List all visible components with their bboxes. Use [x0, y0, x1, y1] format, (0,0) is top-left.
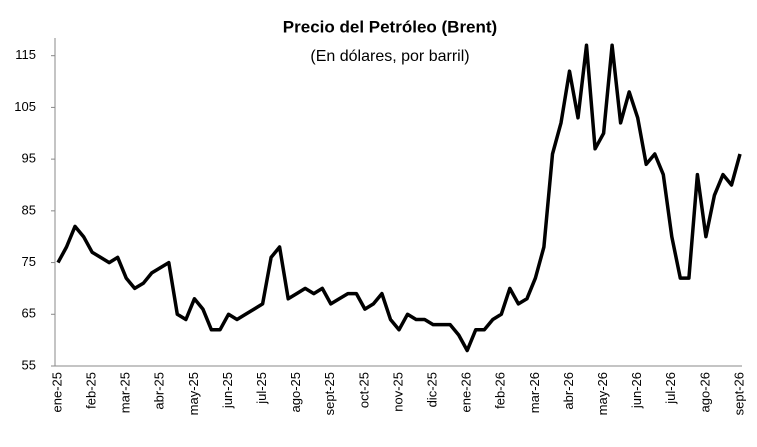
x-tick-label: may-26 [595, 372, 610, 415]
x-tick-label: ene-25 [49, 372, 64, 412]
x-tick-label: jul-26 [663, 372, 678, 405]
x-tick-label: mar-25 [118, 372, 133, 413]
x-tick-label: ago-25 [288, 372, 303, 412]
y-tick-label: 55 [22, 357, 36, 372]
x-tick-label: ene-26 [459, 372, 474, 412]
y-tick-label: 85 [22, 202, 36, 217]
x-tick-label: mar-26 [527, 372, 542, 413]
y-tick-label: 115 [15, 47, 36, 62]
x-tick-label: sept-25 [322, 372, 337, 415]
x-tick-label: nov-25 [390, 372, 405, 412]
line [56, 43, 742, 353]
x-tick-label: sept-26 [731, 372, 746, 415]
y-tick-label: 95 [22, 151, 36, 166]
chart-subtitle: (En dólares, por barril) [310, 48, 469, 65]
x-tick-label: ago-26 [697, 372, 712, 412]
y-tick-label: 105 [14, 99, 36, 114]
x-tick-label: oct-25 [356, 372, 371, 408]
x-tick-label: dic-25 [425, 372, 440, 407]
x-tick-label: feb-26 [493, 372, 508, 409]
x-tick-label: feb-25 [84, 372, 99, 409]
y-tick-label: 75 [22, 254, 36, 269]
chart-title: Precio del Petróleo (Brent) [283, 17, 497, 36]
x-tick-label: jul-25 [254, 372, 269, 405]
x-tick-label: may-25 [186, 372, 201, 415]
y-tick-label: 65 [22, 306, 36, 321]
x-tick-label: abr-25 [152, 372, 167, 410]
x-tick-label: jun-25 [220, 372, 235, 409]
x-tick-label: jun-26 [629, 372, 644, 409]
x-tick-label: abr-26 [561, 372, 576, 410]
